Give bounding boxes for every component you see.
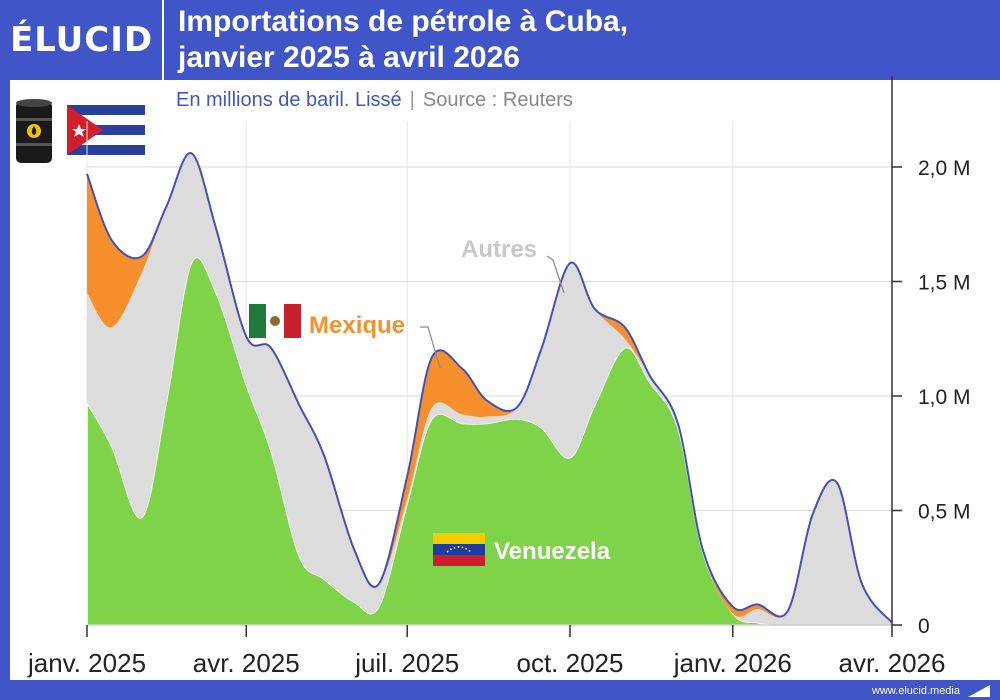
x-tick-label: juil. 2025 bbox=[354, 648, 459, 678]
subtitle-separator: | bbox=[409, 89, 415, 111]
title-line-1: Importations de pétrole à Cuba, bbox=[178, 5, 629, 38]
y-tick-label: 0,5 M bbox=[918, 501, 971, 524]
venezuela-flag-icon bbox=[433, 533, 485, 566]
stacked-areas bbox=[86, 152, 893, 626]
header-divider bbox=[162, 0, 164, 80]
y-tick-label: 0 bbox=[918, 615, 930, 638]
source-text: Source : Reuters bbox=[422, 89, 573, 111]
area-autres bbox=[87, 152, 892, 626]
mexico-flag-icon bbox=[249, 304, 301, 338]
x-axis-ticks: janv. 2025 avr. 2025 juil. 2025 oct. 2025 ja… bbox=[27, 625, 946, 678]
x-tick-label: avr. 2025 bbox=[193, 648, 300, 678]
label-mexique: Mexique bbox=[309, 312, 405, 339]
y-axis-ticks: 0 0,5 M 1,0 M 1,5 M 2,0 M bbox=[891, 76, 971, 638]
chart-title: Importations de pétrole à Cuba, janvier … bbox=[178, 4, 978, 76]
annotation-venezuela: Venuezela bbox=[433, 533, 611, 566]
title-line-2: janvier 2025 à avril 2026 bbox=[178, 41, 520, 74]
y-tick-label: 1,5 M bbox=[918, 272, 971, 295]
subtitle-text: En millions de baril. Lissé bbox=[176, 89, 402, 111]
elucid-logo: ÉLUCID bbox=[10, 20, 154, 60]
total-line bbox=[86, 152, 893, 624]
label-venezuela: Venuezela bbox=[494, 538, 611, 565]
annotation-autres: Autres bbox=[461, 236, 565, 294]
label-autres: Autres bbox=[461, 236, 537, 263]
elucid-mark-icon bbox=[968, 685, 990, 697]
header: ÉLUCID Importations de pétrole à Cuba, j… bbox=[0, 0, 1000, 80]
annotation-mexique: Mexique bbox=[249, 304, 441, 369]
footer-url: www.elucid.media bbox=[871, 685, 960, 697]
area-venezuela bbox=[86, 256, 893, 626]
cuba-flag-icon bbox=[67, 105, 145, 155]
oil-barrel-icon bbox=[16, 99, 52, 163]
x-tick-label: avr. 2026 bbox=[839, 648, 946, 678]
x-tick-label: oct. 2025 bbox=[517, 648, 624, 678]
x-tick-label: janv. 2026 bbox=[673, 648, 792, 678]
y-tick-label: 1,0 M bbox=[918, 386, 971, 409]
y-tick-label: 2,0 M bbox=[918, 157, 971, 180]
subtitle: En millions de baril. Lissé | Source : Reu… bbox=[176, 89, 573, 112]
x-tick-label: janv. 2025 bbox=[27, 648, 146, 678]
